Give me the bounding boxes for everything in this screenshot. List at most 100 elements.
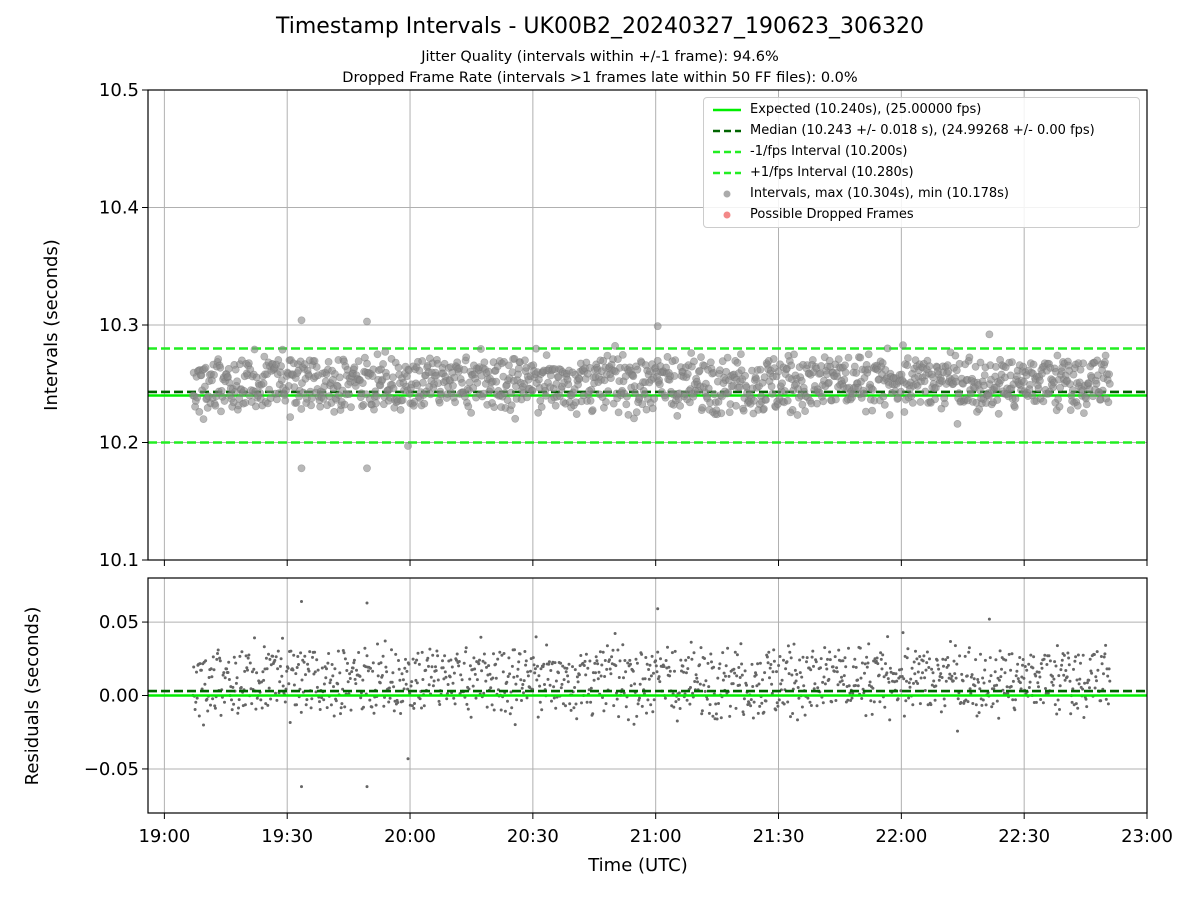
residual-point — [1039, 698, 1043, 701]
residual-point — [348, 677, 352, 680]
interval-point — [941, 399, 949, 408]
residual-point — [875, 656, 879, 660]
interval-point — [1068, 386, 1077, 395]
residual-point — [997, 716, 1001, 720]
residual-point — [383, 639, 387, 643]
interval-point — [732, 401, 740, 410]
interval-point — [354, 357, 363, 365]
residual-point — [392, 709, 396, 713]
residual-point — [573, 668, 577, 672]
residual-point — [391, 671, 395, 675]
residual-point — [300, 600, 303, 603]
residual-point — [443, 654, 447, 658]
residual-point — [768, 666, 772, 670]
residual-point — [567, 662, 571, 666]
residual-point — [295, 703, 298, 707]
interval-point — [844, 353, 853, 362]
residual-point — [548, 683, 552, 687]
interval-point — [1008, 358, 1016, 366]
residual-point — [932, 679, 936, 683]
interval-point — [607, 374, 615, 382]
interval-point — [1105, 370, 1113, 379]
residual-point — [1011, 698, 1015, 702]
interval-point — [733, 358, 742, 367]
residual-point — [1075, 678, 1079, 682]
residual-point — [835, 670, 839, 674]
residual-point — [872, 659, 876, 663]
residual-point — [667, 665, 671, 669]
interval-point — [778, 379, 786, 388]
residual-point — [244, 654, 248, 658]
residual-point — [616, 648, 620, 652]
residual-point — [870, 712, 874, 716]
residual-point — [692, 651, 696, 655]
residual-point — [1051, 683, 1055, 687]
residual-point — [816, 686, 820, 690]
residual-point — [559, 686, 563, 690]
residual-point — [595, 659, 599, 663]
residual-point — [271, 654, 275, 658]
residual-point — [721, 651, 725, 655]
residual-point — [510, 664, 514, 668]
residual-point — [995, 683, 999, 687]
residual-point — [719, 716, 723, 720]
residual-point — [749, 698, 753, 702]
legend-label: Expected (10.240s), (25.00000 fps) — [750, 102, 982, 117]
residual-point — [844, 665, 848, 669]
residual-point — [540, 708, 544, 712]
residual-point — [1006, 691, 1010, 695]
interval-point — [1105, 379, 1114, 388]
residual-point — [1079, 661, 1082, 665]
residual-point — [1074, 702, 1078, 706]
residual-point — [505, 680, 509, 684]
top-y-tick-label: 10.3 — [99, 315, 139, 336]
residual-point — [459, 673, 463, 677]
interval-point — [614, 355, 622, 363]
residual-point — [843, 656, 847, 660]
residual-point — [703, 657, 706, 660]
interval-point — [790, 350, 798, 359]
residual-point — [492, 708, 496, 712]
interval-point — [347, 403, 355, 412]
residual-point — [297, 663, 300, 666]
residual-point — [787, 672, 791, 676]
residual-point — [384, 665, 388, 669]
residual-point — [509, 690, 513, 694]
residual-point — [304, 703, 308, 707]
residual-point — [362, 705, 365, 709]
interval-point — [1026, 380, 1034, 389]
residual-point — [997, 678, 1001, 682]
interval-point — [825, 378, 833, 387]
residual-point — [398, 678, 402, 682]
residual-point — [577, 673, 581, 677]
residual-point — [473, 667, 477, 671]
residual-point — [911, 703, 915, 707]
residual-point — [782, 658, 785, 662]
residual-point — [305, 698, 309, 702]
interval-point — [899, 341, 907, 350]
residual-point — [273, 658, 277, 662]
residual-point — [658, 680, 662, 684]
interval-point — [316, 402, 325, 411]
residual-point — [931, 671, 935, 675]
residual-point — [1018, 656, 1022, 659]
residual-point — [313, 670, 317, 674]
interval-point — [695, 366, 704, 375]
residual-point — [303, 654, 307, 658]
residual-point — [672, 705, 676, 709]
residual-point — [226, 671, 230, 674]
residual-point — [434, 665, 437, 669]
residual-point — [668, 674, 672, 678]
residual-point — [1011, 679, 1015, 683]
legend-label: -1/fps Interval (10.200s) — [750, 144, 908, 159]
residual-point — [856, 678, 860, 682]
residual-point — [824, 663, 828, 666]
interval-point — [980, 371, 989, 379]
residual-point — [597, 670, 601, 674]
top-y-tick-label: 10.5 — [99, 80, 139, 101]
residual-point — [329, 678, 333, 682]
interval-point — [486, 385, 495, 394]
interval-point — [312, 363, 321, 371]
residual-point — [1106, 674, 1110, 678]
interval-point — [953, 419, 962, 428]
